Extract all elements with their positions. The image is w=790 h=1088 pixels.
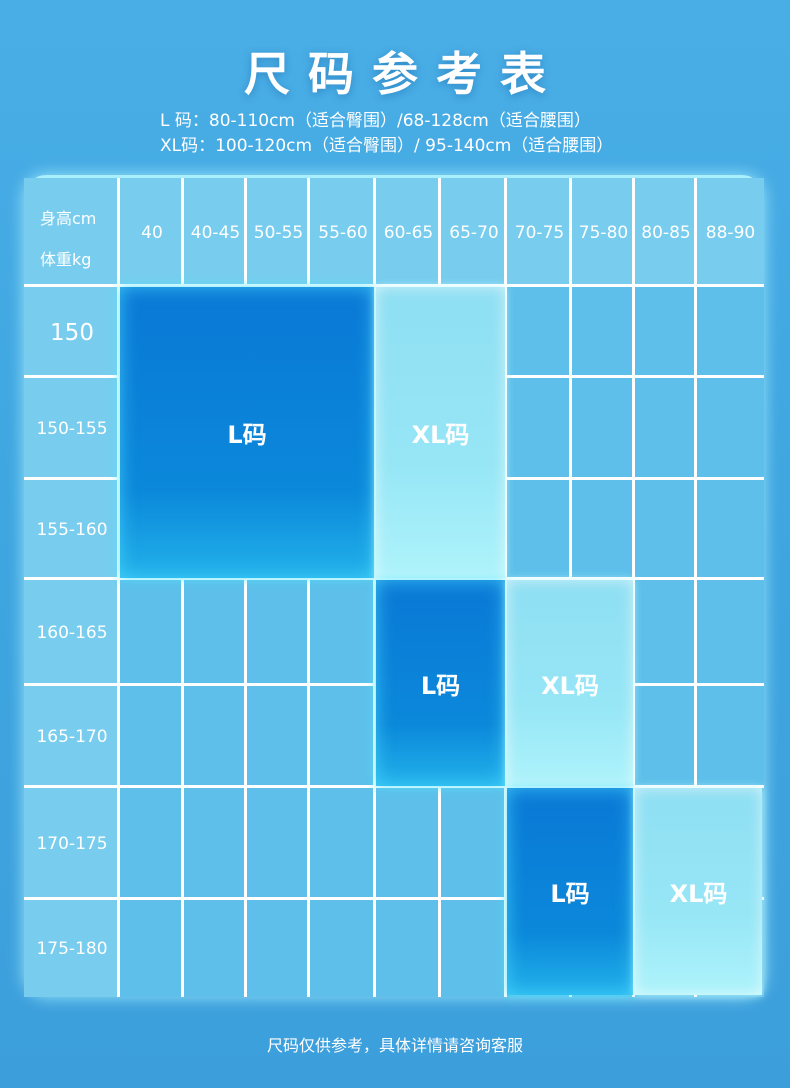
grid-cell [572,480,635,580]
grid-cell [310,788,376,900]
grid-cell [635,287,697,378]
grid-cell [184,788,247,900]
grid-cell [120,580,184,686]
grid-cell [697,480,764,580]
corner-weight-label: 体重kg [40,250,92,269]
weight-column-label: 88-90 [705,222,756,243]
weight-column-label: 50-55 [253,222,304,243]
weight-column-label: 80-85 [641,222,691,243]
grid-cell [24,178,120,287]
grid-cell [184,580,247,686]
grid-cell [24,788,120,900]
grid-cell [24,580,120,686]
grid-cell [120,900,184,997]
grid-cell [247,686,310,788]
grid-cell [572,378,635,480]
grid-cell [310,178,376,287]
weight-column-label: 60-65 [383,222,434,243]
grid-cell [247,788,310,900]
grid-cell [697,178,764,287]
grid-cell [635,480,697,580]
grid-cell [635,686,697,788]
height-row-label: 150 [50,319,94,346]
page-title: 尺码参考表 [244,47,564,101]
grid-cell [120,788,184,900]
grid-cell [247,178,310,287]
grid-cell [310,580,376,686]
height-row-label: 160-165 [36,623,108,643]
corner-height-label: 身高cm [40,209,97,228]
grid-cell [310,686,376,788]
l-size-block: L码 [376,580,505,786]
l-size-block: L码 [507,788,633,995]
grid-cell [441,900,507,997]
weight-column-label: 70-75 [514,222,565,243]
grid-cell [376,178,441,287]
grid-cell [24,480,120,580]
grid-cell [247,580,310,686]
grid-cell [120,178,184,287]
grid-cell [120,686,184,788]
grid-cell [24,900,120,997]
grid-cell [697,686,764,788]
grid-cell [441,178,507,287]
grid-cell [24,686,120,788]
height-row-label: 175-180 [36,938,108,959]
grid-cell [572,178,635,287]
grid-cell [310,900,376,997]
xl-size-block: XL码 [376,287,505,578]
weight-column-label: 75-80 [578,222,629,243]
grid-cell [635,580,697,686]
grid-cell [24,287,120,378]
height-row-label: 170-175 [36,834,108,854]
grid-cell [184,686,247,788]
l-size-range: L 码：80-110cm（适合臀围）/68-128cm（适合腰围） [160,111,591,131]
grid-cell [572,287,635,378]
grid-cell [507,178,572,287]
height-row-label: 150-155 [36,419,108,439]
grid-cell [24,378,120,480]
height-row-label: 165-170 [36,727,108,747]
grid-cell [635,378,697,480]
grid-cell [441,788,507,900]
grid-cell [376,900,441,997]
grid-cell [247,900,310,997]
grid-cell [184,900,247,997]
xl-size-block: XL码 [635,788,762,995]
grid-cell [507,480,572,580]
grid-cell [507,287,572,378]
grid-cell [635,178,697,287]
footer-note: 尺码仅供参考，具体详情请咨询客服 [266,1036,523,1055]
grid-cell [507,378,572,480]
grid-cell [184,178,247,287]
xl-size-range: XL码：100-120cm（适合臀围）/ 95-140cm（适合腰围） [160,136,614,156]
grid-cell [697,287,764,378]
weight-column-label: 55-60 [318,222,368,243]
grid-cell [697,378,764,480]
weight-column-label: 65-70 [449,222,499,243]
weight-column-label: 40-45 [190,222,241,243]
l-size-block: L码 [120,287,374,578]
weight-column-label: 40 [141,222,163,243]
grid-cell [697,580,764,686]
height-row-label: 155-160 [36,520,108,540]
xl-size-block: XL码 [507,580,633,786]
grid-cell [376,788,441,900]
